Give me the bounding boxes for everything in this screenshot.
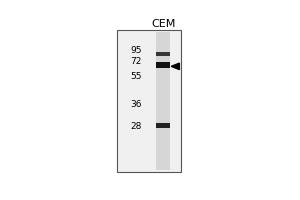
Bar — [156, 123, 170, 128]
Bar — [117, 30, 181, 172]
Text: 28: 28 — [130, 122, 142, 131]
Bar — [156, 32, 170, 170]
Text: 55: 55 — [130, 72, 142, 81]
Bar — [156, 62, 170, 68]
Text: 95: 95 — [130, 46, 142, 55]
Polygon shape — [171, 63, 179, 70]
Text: CEM: CEM — [151, 19, 175, 29]
Text: 36: 36 — [130, 100, 142, 109]
Bar — [156, 52, 170, 56]
Text: 72: 72 — [130, 57, 142, 66]
